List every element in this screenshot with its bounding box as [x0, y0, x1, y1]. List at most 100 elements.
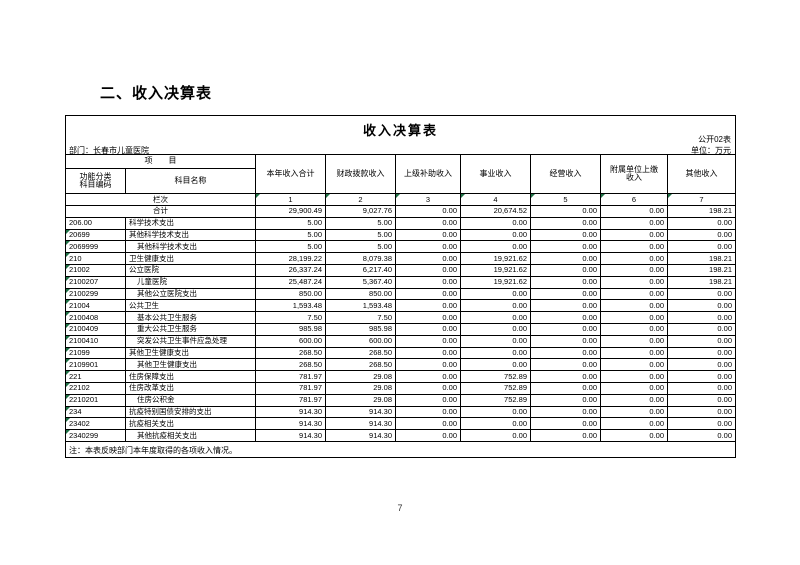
name-cell: 其他科学技术支出: [125, 228, 256, 242]
total-value-cell: 20,674.52: [460, 205, 531, 218]
value-cell: 28,199.22: [255, 252, 326, 265]
value-cell: 7.50: [325, 311, 396, 324]
value-cell: 0.00: [600, 393, 668, 407]
name-cell: 科学技术支出: [125, 216, 256, 230]
name-cell: 基本公共卫生服务: [125, 311, 256, 324]
value-cell: 0.00: [460, 216, 531, 230]
value-cell: 0.00: [460, 240, 531, 254]
value-cell: 0.00: [460, 322, 531, 336]
value-cell: 1,593.48: [255, 299, 326, 313]
lane-number: 6: [600, 193, 668, 206]
excel-marker-icon: [326, 194, 330, 198]
table-row: 21002 公立医院 26,337.24 6,217.40 0.00 19,921.62 0…: [65, 263, 736, 277]
value-cell: 914.30: [255, 405, 326, 419]
excel-marker-icon: [66, 371, 70, 376]
value-cell: 0.00: [667, 429, 736, 442]
excel-marker-icon: [66, 312, 70, 317]
value-cell: 0.00: [600, 311, 668, 324]
excel-marker-icon: [66, 407, 70, 411]
code-cell: 206.00: [65, 216, 126, 230]
value-cell: 198.21: [667, 252, 736, 265]
lane-row: 栏次 1 2 3 4 5 6 7: [65, 193, 736, 206]
value-cell: 600.00: [325, 334, 396, 348]
value-cell: 0.00: [395, 322, 461, 336]
value-cell: 0.00: [667, 334, 736, 348]
value-cell: 0.00: [460, 429, 531, 442]
value-cell: 0.00: [530, 299, 601, 313]
name-cell: 抗疫相关支出: [125, 417, 256, 431]
value-cell: 0.00: [460, 358, 531, 372]
value-cell: 0.00: [600, 417, 668, 431]
excel-marker-icon: [66, 265, 70, 269]
value-cell: 0.00: [667, 358, 736, 372]
value-cell: 25,487.24: [255, 275, 326, 289]
table-row: 2069999 其他科学技术支出 5.00 5.00 0.00 0.00 0.00 0.00 0…: [65, 240, 736, 254]
excel-marker-icon: [66, 383, 70, 387]
report-box: 收入决算表 公开02表 部门：长春市儿童医院 单位：万元 项 目 本年收入合计 …: [65, 115, 736, 458]
name-cell: 抗疫特别国债安排的支出: [125, 405, 256, 419]
excel-marker-icon: [66, 418, 70, 423]
table-row: 2100299 其他公立医院支出 850.00 850.00 0.00 0.00 0.00 0…: [65, 287, 736, 301]
value-cell: 5.00: [325, 228, 396, 242]
value-cell: 0.00: [600, 287, 668, 301]
code-header: 功能分类 科目编码: [65, 168, 126, 194]
lane-number: 2: [325, 193, 396, 206]
value-cell: 0.00: [530, 370, 601, 383]
value-cell: 0.00: [667, 381, 736, 395]
value-cell: 0.00: [667, 240, 736, 254]
code-cell: 234: [65, 405, 126, 419]
value-cell: 0.00: [530, 311, 601, 324]
value-cell: 5,367.40: [325, 275, 396, 289]
value-cell: 0.00: [600, 216, 668, 230]
column-header-business: 事业收入: [460, 154, 531, 194]
value-cell: 0.00: [600, 358, 668, 372]
value-cell: 985.98: [325, 322, 396, 336]
value-cell: 0.00: [530, 381, 601, 395]
value-cell: 268.50: [255, 346, 326, 360]
value-cell: 0.00: [395, 370, 461, 383]
table-row: 2109901 其他卫生健康支出 268.50 268.50 0.00 0.00 0.00 0…: [65, 358, 736, 372]
value-cell: 752.89: [460, 370, 531, 383]
value-cell: 0.00: [600, 240, 668, 254]
value-cell: 0.00: [530, 322, 601, 336]
excel-marker-icon: [66, 253, 70, 258]
value-cell: 0.00: [667, 393, 736, 407]
name-cell: 突发公共卫生事件应急处理: [125, 334, 256, 348]
value-cell: 7.50: [255, 311, 326, 324]
page-number: 7: [397, 503, 403, 513]
header-row-1: 项 目 本年收入合计 财政拨款收入 上级补助收入 事业收入 经营收入 附属单位上…: [65, 154, 736, 194]
value-cell: 0.00: [395, 252, 461, 265]
name-cell: 重大公共卫生服务: [125, 322, 256, 336]
name-header: 科目名称: [125, 168, 256, 194]
lane-number: 7: [667, 193, 736, 206]
value-cell: 0.00: [530, 216, 601, 230]
value-cell: 268.50: [325, 358, 396, 372]
value-cell: 0.00: [600, 381, 668, 395]
name-cell: 其他卫生健康支出: [125, 358, 256, 372]
value-cell: 0.00: [395, 417, 461, 431]
value-cell: 0.00: [600, 252, 668, 265]
value-cell: 0.00: [530, 334, 601, 348]
table-row: 22102 住房改革支出 781.97 29.08 0.00 752.89 0.00 0.00…: [65, 381, 736, 395]
value-cell: 781.97: [255, 381, 326, 395]
code-cell: 2100207: [65, 275, 126, 289]
value-cell: 0.00: [460, 334, 531, 348]
value-cell: 0.00: [667, 346, 736, 360]
value-cell: 0.00: [530, 417, 601, 431]
table-row: 2100409 重大公共卫生服务 985.98 985.98 0.00 0.00 0.00 0…: [65, 322, 736, 336]
total-value-cell: 9,027.76: [325, 205, 396, 218]
value-cell: 0.00: [600, 275, 668, 289]
excel-marker-icon: [66, 359, 70, 364]
value-cell: 5.00: [325, 240, 396, 254]
value-cell: 29.08: [325, 370, 396, 383]
table-row: 2340299 其他抗疫相关支出 914.30 914.30 0.00 0.00 0.00 0…: [65, 429, 736, 442]
excel-marker-icon: [66, 277, 70, 281]
unit-label: 单位：万元: [691, 146, 731, 155]
value-cell: 0.00: [395, 429, 461, 442]
excel-marker-icon: [66, 348, 70, 352]
value-cell: 0.00: [667, 322, 736, 336]
value-cell: 752.89: [460, 393, 531, 407]
total-value-cell: 0.00: [600, 205, 668, 218]
value-cell: 0.00: [530, 252, 601, 265]
value-cell: 19,921.62: [460, 275, 531, 289]
